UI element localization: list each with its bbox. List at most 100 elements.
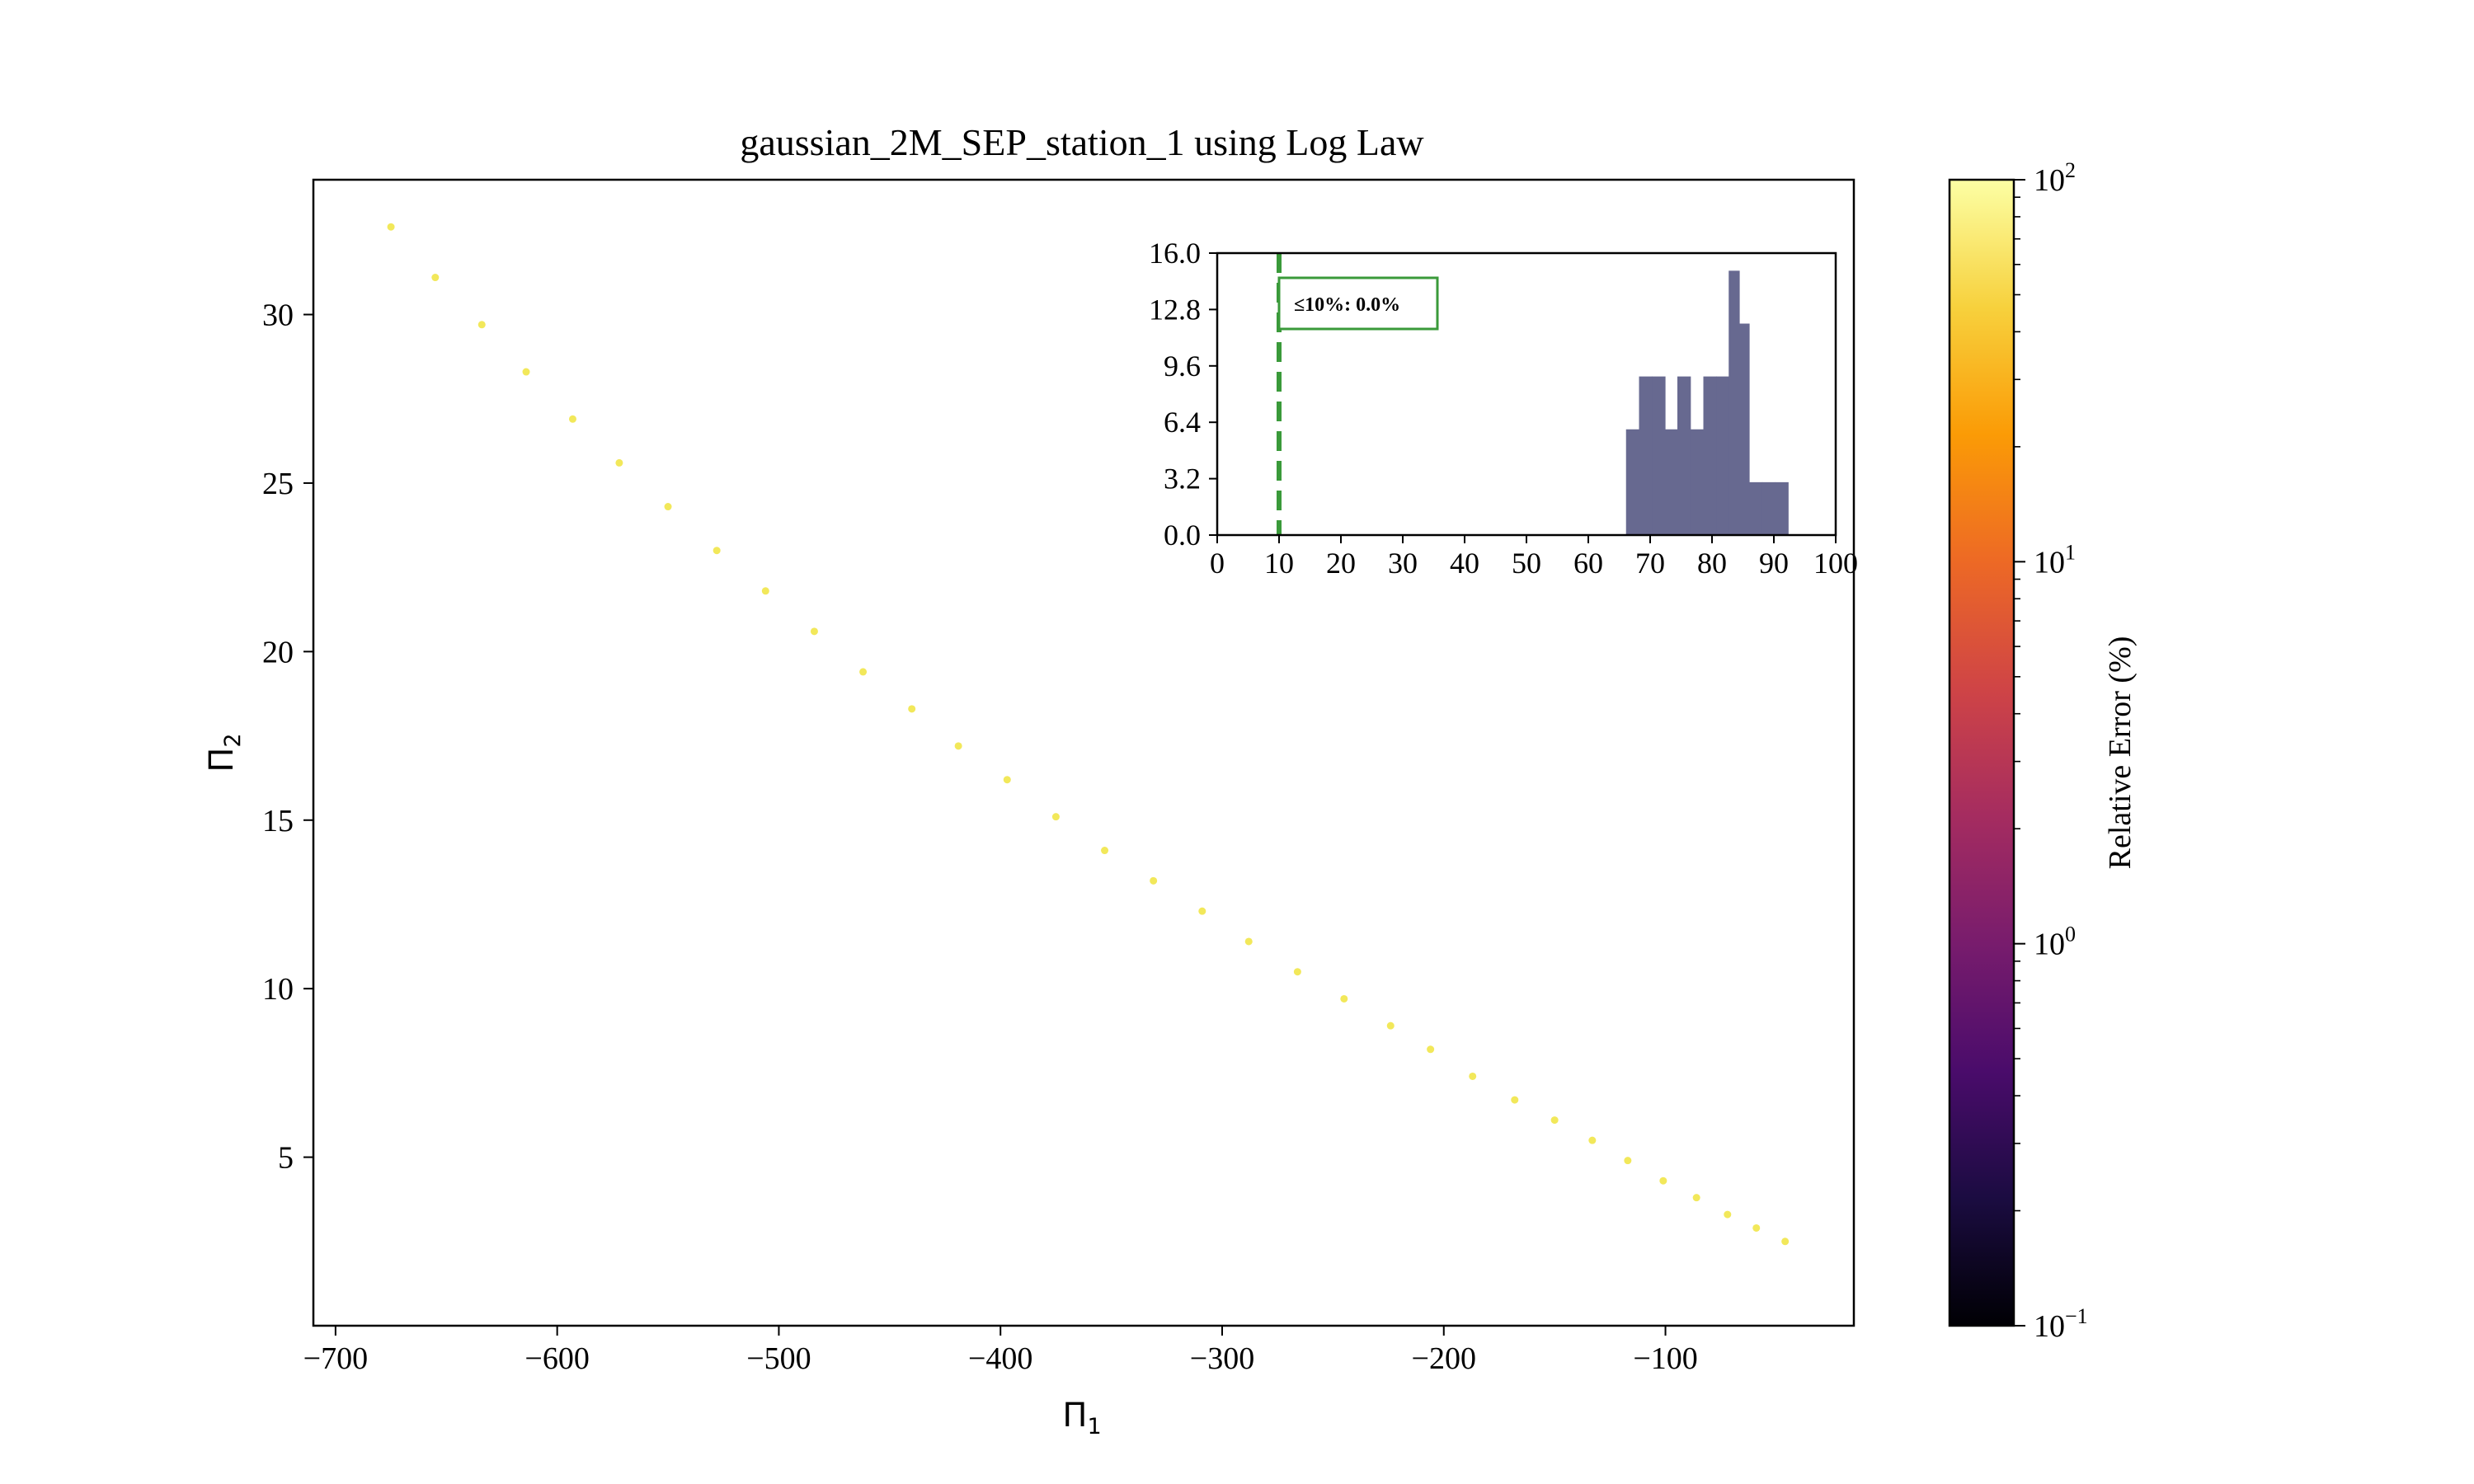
y-tick-label: 20 [262,635,294,669]
x-tick-label: −600 [524,1341,589,1376]
annotation-box [1277,276,1439,331]
inset-x-tick-label: 90 [1759,547,1789,580]
scatter-point [1340,994,1348,1003]
scatter-point [1427,1045,1435,1054]
y-tick-label: 30 [262,298,294,333]
scatter-point [1752,1223,1761,1232]
scatter-points [387,223,1790,1246]
x-axis-label-main: Π [1062,1397,1087,1435]
scatter-point [1692,1194,1700,1202]
scatter-point [1781,1237,1790,1246]
x-axis-label: Π1 [1062,1397,1101,1439]
inset-y-tick-label: 0.0 [1164,519,1201,552]
y-axis-label-subscript: 2 [220,733,246,747]
histogram-bar [1775,481,1789,535]
histogram-bar [1677,376,1691,535]
annotation-text: ≤10%: 0.0% [1294,294,1400,316]
scatter-point [477,321,486,329]
x-tick-label: −200 [1412,1341,1476,1376]
histogram-bars [1625,270,1789,535]
scatter-point [1101,847,1109,855]
chart-title: gaussian_2M_SEP_station_1 using Log Law [740,121,1424,163]
colorbar-ticks: 10−1 100 101 102 [2014,158,2088,1344]
scatter-point [1003,776,1011,784]
histogram-bar [1703,376,1717,535]
scatter-point [1198,907,1206,915]
inset-y-tick-label: 3.2 [1164,463,1201,495]
colorbar-frame [1948,178,2015,1327]
y-axis-ticks: 5 10 15 20 25 30 [262,298,313,1176]
scatter-point [1469,1072,1477,1080]
x-axis-label-subscript: 1 [1087,1414,1101,1439]
scatter-point [615,458,623,467]
inset-x-tick-label: 40 [1450,547,1479,580]
scatter-point [810,627,818,636]
scatter-point [664,503,672,511]
main-plot-frame [312,178,1856,1327]
inset-x-tick-label: 0 [1210,547,1225,580]
colorbar-tick-label: 100 [2034,923,2076,962]
x-tick-label: −400 [968,1341,1032,1376]
scatter-point [1588,1136,1597,1144]
inset-y-axis-ticks: 0.0 3.2 6.4 9.6 12.8 16.0 [1149,237,1217,552]
inset-x-tick-label: 30 [1388,547,1418,580]
scatter-point [522,368,530,376]
colorbar-gradient [1950,180,2014,1326]
histogram-bar [1729,270,1740,535]
main-scatter-plot: gaussian_2M_SEP_station_1 using Log Law … [203,121,1856,1439]
scatter-point [1724,1210,1732,1219]
scatter-point [1150,876,1158,885]
colorbar-tick-label: 102 [2034,158,2076,198]
scatter-point [1386,1021,1395,1030]
colorbar-tick-label: 101 [2034,540,2076,580]
y-tick-label: 10 [262,972,294,1007]
scatter-point [761,587,769,595]
inset-y-tick-label: 16.0 [1149,237,1201,270]
colorbar-label: Relative Error (%) [2103,636,2138,870]
y-axis-label: Π2 [203,733,246,772]
histogram-bar [1652,376,1666,535]
colorbar-tick-label: 10−1 [2034,1304,2088,1344]
y-axis-label-main: Π [203,748,241,773]
inset-x-tick-label: 80 [1697,547,1727,580]
inset-x-tick-label: 50 [1512,547,1541,580]
histogram-bar [1639,376,1653,535]
inset-x-tick-label: 70 [1635,547,1665,580]
inset-x-tick-label: 100 [1813,547,1858,580]
scatter-point [1293,968,1301,976]
inset-x-tick-label: 10 [1264,547,1294,580]
histogram-bar [1625,429,1640,535]
x-axis-ticks: −700 −600 −500 −400 −300 −200 −100 [303,1326,1698,1376]
inset-x-tick-label: 60 [1573,547,1603,580]
scatter-point [431,274,440,282]
colorbar: 10−1 100 101 102 Relative Error (%) [1948,158,2138,1344]
inset-y-tick-label: 6.4 [1164,406,1201,439]
inset-x-axis-ticks: 0 10 20 30 40 50 60 70 80 90 100 [1210,535,1858,580]
histogram-bar [1690,429,1705,535]
scatter-point [1244,937,1253,946]
x-tick-label: −700 [303,1341,368,1376]
y-tick-label: 25 [262,467,294,501]
scatter-point [387,223,395,231]
scatter-point [908,705,916,713]
x-tick-label: −100 [1633,1341,1697,1376]
histogram-bar [1665,429,1678,535]
x-tick-label: −500 [746,1341,811,1376]
scatter-point [713,547,721,555]
scatter-point [1511,1096,1519,1104]
scatter-point [859,668,868,676]
scatter-point [1051,813,1060,821]
inset-y-tick-label: 12.8 [1149,293,1201,326]
y-tick-label: 5 [278,1141,294,1176]
scatter-point [1659,1176,1667,1185]
scatter-point [568,415,576,423]
histogram-bar [1761,481,1776,535]
scatter-point [1624,1157,1632,1165]
histogram-bar [1739,323,1750,535]
inset-x-tick-label: 20 [1326,547,1356,580]
scatter-point [954,742,962,750]
scatter-point [1550,1116,1559,1125]
y-tick-label: 15 [262,804,294,838]
histogram-bar [1749,481,1763,535]
inset-y-tick-label: 9.6 [1164,350,1201,383]
